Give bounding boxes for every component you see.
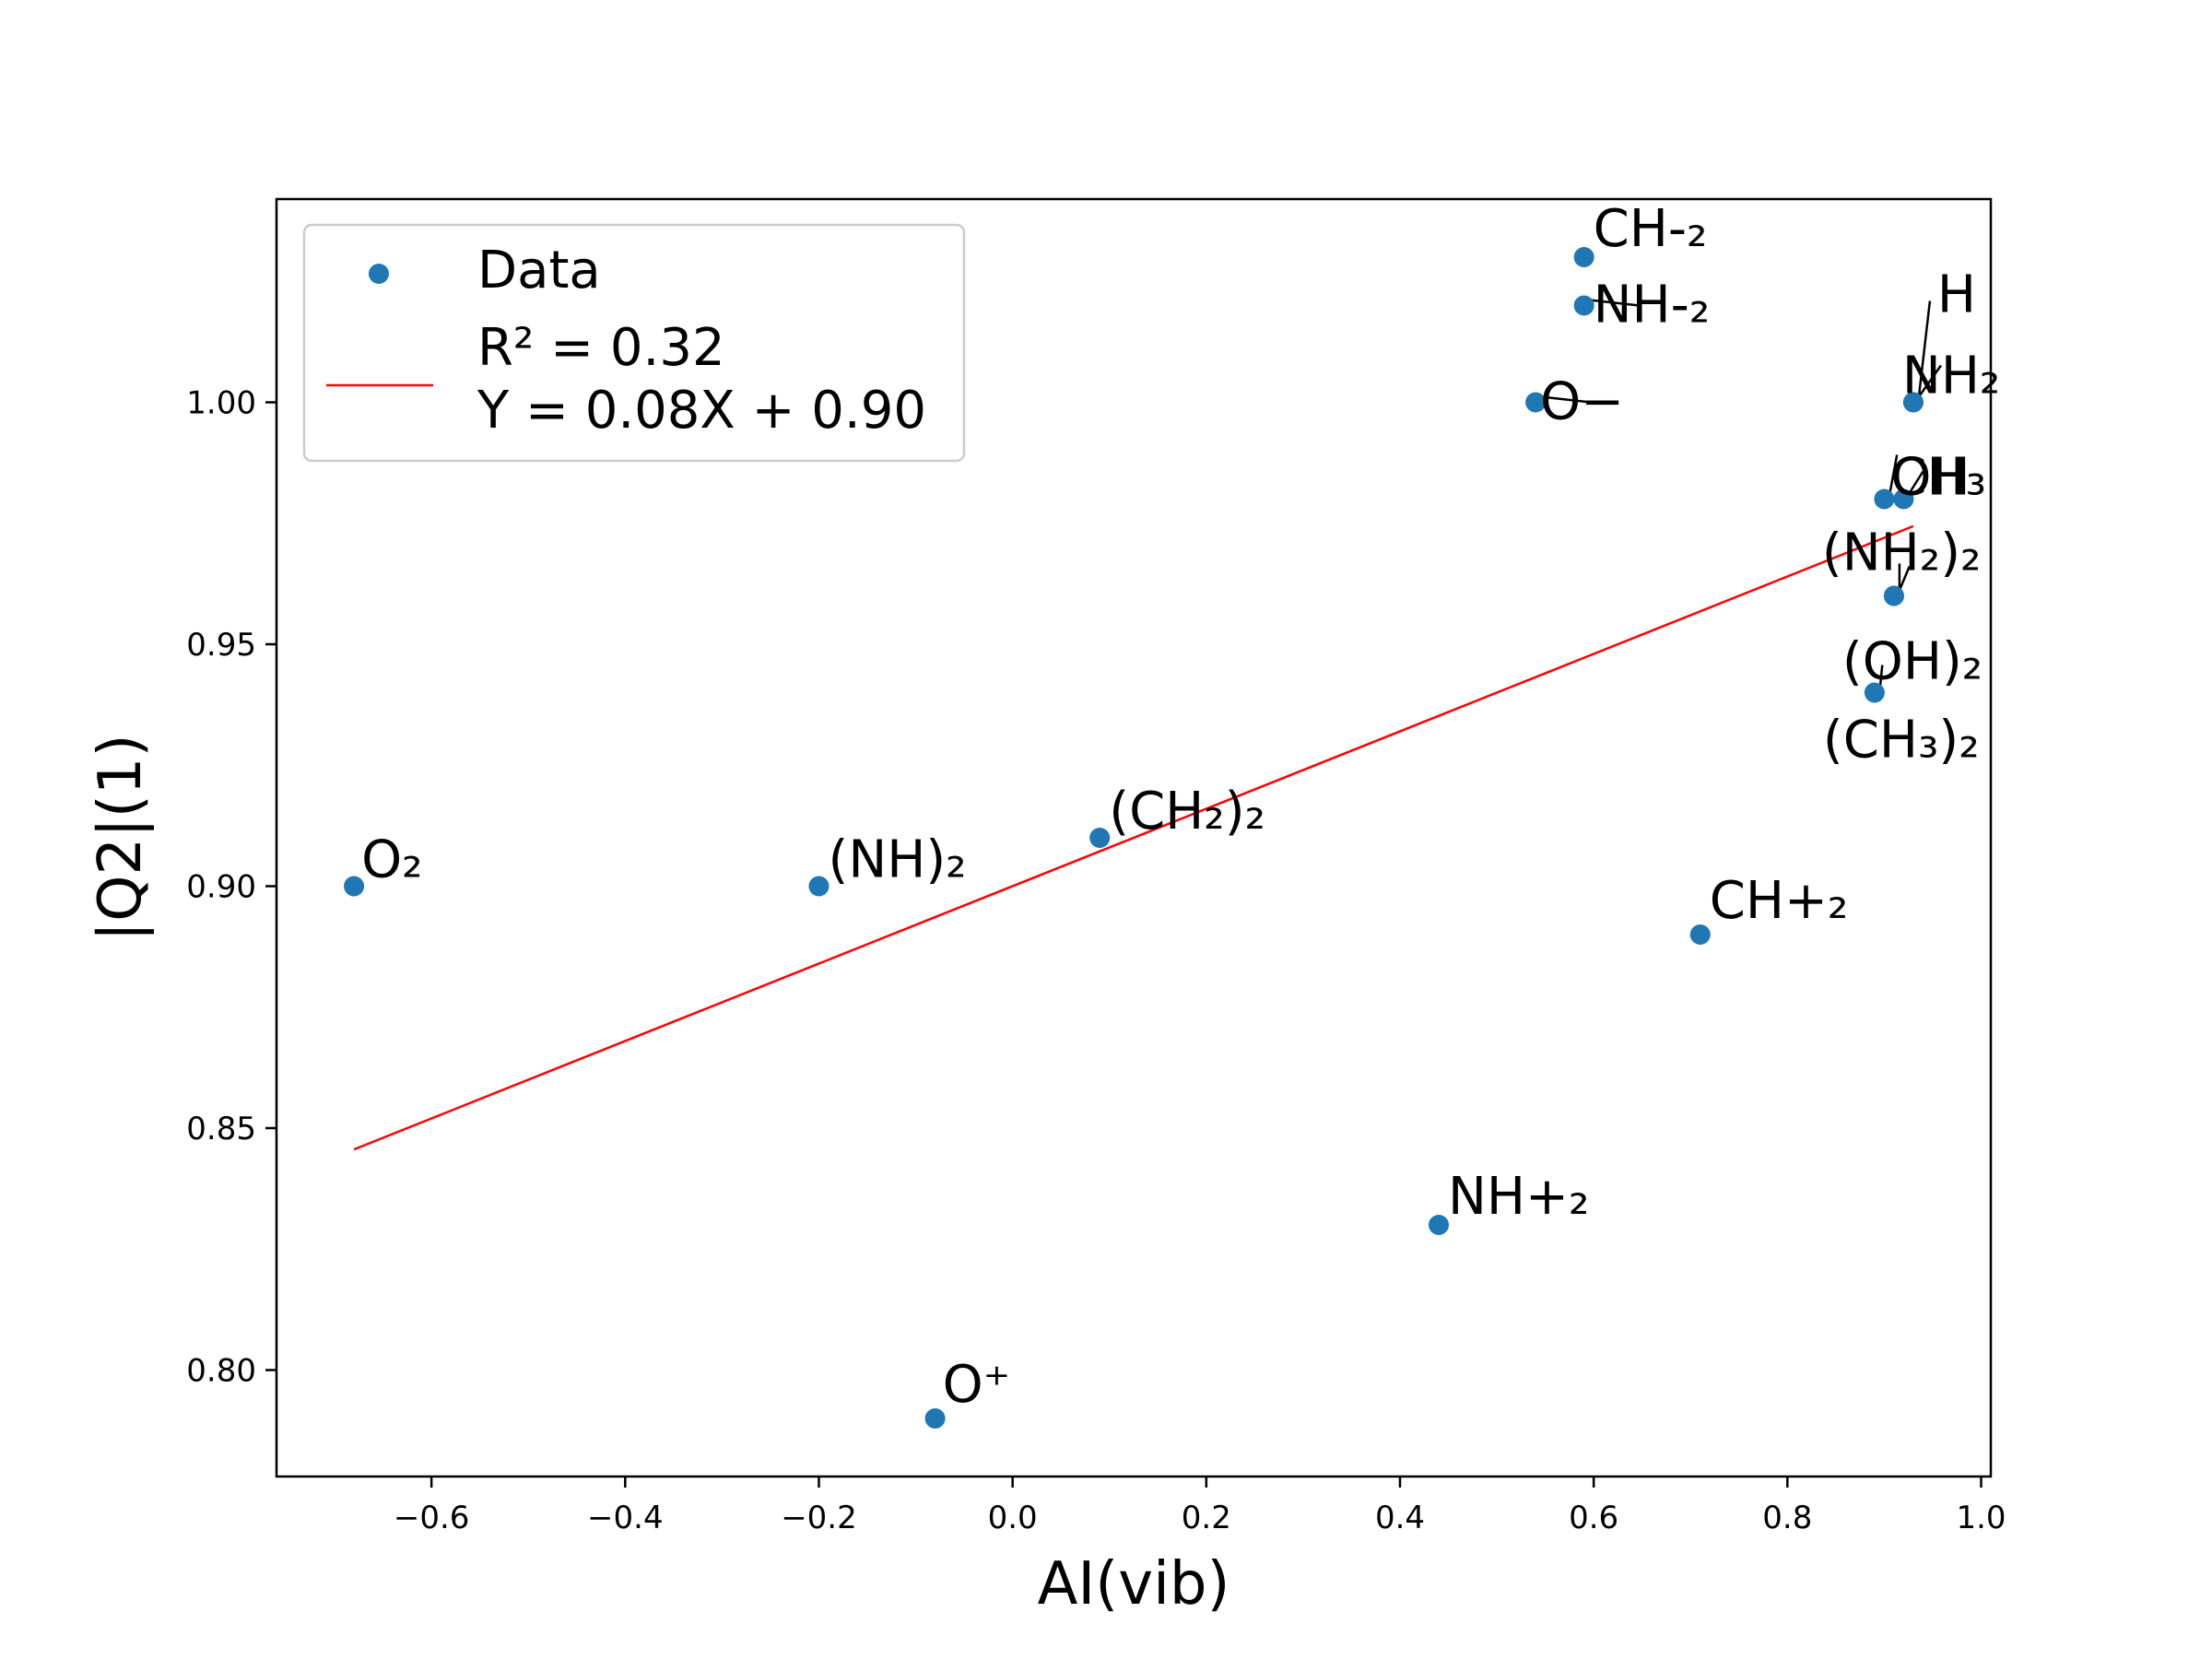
annotation-arrow — [1908, 470, 1924, 495]
point-label: CH-₂ — [1594, 199, 1708, 259]
data-point — [1893, 488, 1914, 510]
point-label: O⁺ — [943, 1355, 1011, 1415]
fit-line-layer — [353, 524, 1914, 1151]
legend-label-r2: R² = 0.32 — [477, 318, 725, 378]
y-tick-label: 0.90 — [186, 869, 256, 906]
y-tick-label: 0.85 — [186, 1111, 256, 1147]
annotation-arrow-layer — [1540, 299, 1942, 688]
annotation-arrow — [1540, 395, 1592, 404]
legend-label-data: Data — [477, 241, 601, 300]
point-label-layer: O₂ (NH)₂ O⁺ (CH₂)₂ NH+₂ O− CH-₂ NH-₂ CH+₂ (CH₃)₂ C… — [361, 199, 2000, 1415]
point-label: CH+₂ — [1710, 871, 1849, 931]
point-label: O− — [1540, 372, 1624, 432]
data-point — [1864, 682, 1885, 703]
data-point-layer — [344, 247, 1924, 1429]
y-tick-label: 0.95 — [186, 627, 256, 664]
point-label: O₂ — [361, 830, 423, 890]
data-point — [1874, 488, 1895, 510]
annotation-arrow — [1589, 299, 1640, 307]
data-point — [1429, 1215, 1450, 1235]
data-point — [344, 876, 365, 897]
point-label: (NH)₂ — [828, 830, 966, 890]
annotation-arrow — [1917, 300, 1932, 397]
x-tick-label: 0.8 — [1762, 1500, 1812, 1536]
x-tick-label: −0.6 — [394, 1500, 470, 1536]
data-point — [808, 876, 830, 897]
annotation-arrow — [1917, 364, 1942, 398]
y-axis: 0.80 0.85 0.90 0.95 1.00 — [186, 385, 276, 1390]
annotation-arrow — [1878, 665, 1884, 688]
y-axis-label: |Q2|(1) — [87, 735, 155, 942]
x-tick-label: 0.4 — [1375, 1500, 1425, 1536]
x-tick-label: 0.2 — [1182, 1500, 1231, 1536]
legend: Data R² = 0.32 Y = 0.08X + 0.90 — [302, 223, 966, 463]
x-tick-label: −0.2 — [781, 1500, 857, 1536]
x-tick-label: −0.4 — [587, 1500, 664, 1536]
data-point — [924, 1408, 946, 1429]
point-label: (OH)₂ — [1842, 632, 1983, 692]
data-point — [1573, 247, 1594, 267]
point-label: (CH₂)₂ — [1109, 782, 1265, 841]
data-point — [1902, 392, 1924, 413]
x-axis-label: AI(vib) — [1038, 1550, 1230, 1618]
data-point — [1573, 295, 1594, 316]
point-label: (CH₃)₂ — [1823, 711, 1980, 771]
annotation-arrow — [1888, 454, 1899, 494]
plot-frame — [275, 197, 1993, 1478]
point-label: NH+₂ — [1448, 1167, 1589, 1227]
legend-label-equation: Y = 0.08X + 0.90 — [477, 381, 926, 441]
x-axis: −0.6 −0.4 −0.2 0.0 0.2 0.4 0.6 0.8 1.0 — [394, 1477, 2006, 1536]
x-tick-label: 0.6 — [1569, 1500, 1618, 1536]
data-point — [1089, 828, 1111, 848]
y-tick-label: 1.00 — [186, 385, 256, 422]
point-label: NH₂ — [1902, 347, 2000, 406]
point-label: (NH₂)₂ — [1822, 524, 1982, 583]
fit-line — [353, 524, 1914, 1151]
x-tick-label: 1.0 — [1956, 1500, 2006, 1536]
x-tick-label: 0.0 — [988, 1500, 1038, 1536]
point-label: CH₃ — [1890, 448, 1986, 508]
point-label: H — [1937, 265, 1976, 325]
point-label: NH-₂ — [1594, 276, 1711, 335]
data-point — [1525, 392, 1547, 413]
legend-marker-data — [369, 264, 389, 284]
data-point — [1689, 924, 1711, 945]
annotation-arrow — [1898, 566, 1911, 591]
point-label: OH — [1890, 448, 1970, 508]
y-tick-label: 0.80 — [186, 1353, 256, 1390]
data-point — [1883, 585, 1904, 606]
legend-box — [302, 223, 966, 463]
